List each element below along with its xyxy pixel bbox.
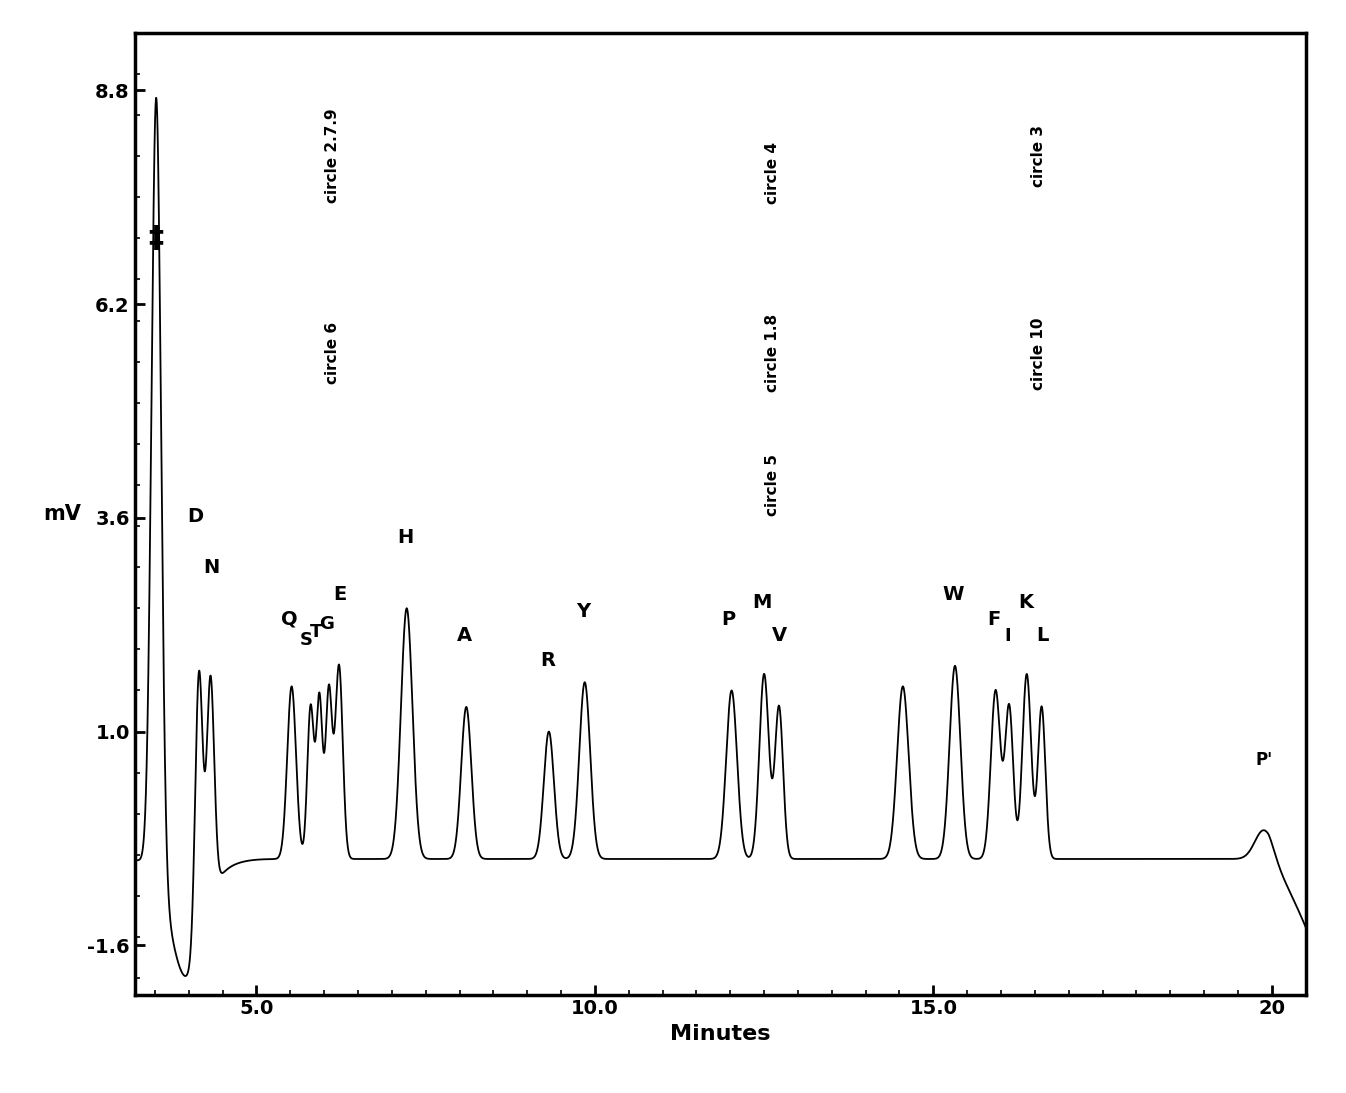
- Text: T: T: [310, 623, 322, 642]
- Text: Q: Q: [280, 610, 297, 628]
- Text: D: D: [187, 507, 203, 526]
- Text: circle 2.7.9: circle 2.7.9: [324, 109, 339, 203]
- Text: V: V: [773, 626, 787, 645]
- Text: R: R: [540, 651, 555, 670]
- Text: circle 1.8: circle 1.8: [765, 315, 779, 392]
- Text: W: W: [944, 585, 964, 604]
- Text: F: F: [988, 610, 1001, 628]
- X-axis label: Minutes: Minutes: [670, 1024, 770, 1044]
- Y-axis label: mV: mV: [43, 504, 81, 524]
- Text: L: L: [1036, 626, 1049, 645]
- Text: I: I: [1004, 627, 1011, 645]
- Text: K: K: [1018, 593, 1032, 612]
- Text: M: M: [752, 593, 771, 612]
- Text: circle 6: circle 6: [324, 322, 339, 385]
- Text: Y: Y: [576, 601, 591, 621]
- Text: circle 3: circle 3: [1031, 125, 1046, 187]
- Text: ‡: ‡: [148, 224, 164, 252]
- Text: P: P: [721, 610, 735, 628]
- Text: G: G: [319, 615, 334, 633]
- Text: A: A: [458, 626, 472, 645]
- Text: circle 5: circle 5: [765, 454, 779, 516]
- Text: circle 10: circle 10: [1031, 317, 1046, 389]
- Text: E: E: [334, 585, 347, 604]
- Text: P': P': [1254, 751, 1272, 768]
- Text: H: H: [397, 528, 413, 546]
- Text: circle 4: circle 4: [765, 142, 779, 203]
- Text: N: N: [203, 559, 219, 577]
- Text: S: S: [300, 632, 314, 649]
